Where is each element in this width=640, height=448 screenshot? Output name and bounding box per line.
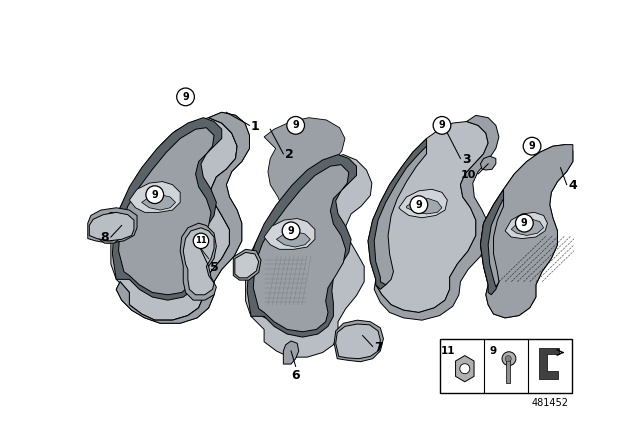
- Polygon shape: [336, 324, 380, 359]
- Circle shape: [515, 214, 533, 232]
- Polygon shape: [88, 208, 137, 243]
- FancyBboxPatch shape: [506, 359, 511, 383]
- Polygon shape: [481, 145, 573, 318]
- Text: 4: 4: [568, 179, 577, 192]
- Polygon shape: [505, 212, 547, 238]
- Text: 9: 9: [182, 92, 189, 102]
- Circle shape: [460, 364, 470, 374]
- Polygon shape: [116, 112, 250, 323]
- Polygon shape: [113, 118, 221, 300]
- Polygon shape: [141, 195, 175, 210]
- Text: 9: 9: [529, 141, 536, 151]
- Polygon shape: [129, 181, 180, 212]
- Text: 1: 1: [251, 120, 260, 133]
- Text: 11: 11: [440, 345, 455, 356]
- Circle shape: [502, 352, 516, 366]
- Circle shape: [146, 186, 164, 203]
- Polygon shape: [116, 112, 250, 323]
- Text: 5: 5: [210, 261, 219, 274]
- Polygon shape: [511, 219, 543, 236]
- Text: 6: 6: [291, 370, 300, 383]
- Text: 11: 11: [195, 237, 207, 246]
- Polygon shape: [180, 223, 216, 300]
- Text: 9: 9: [490, 345, 497, 356]
- Text: 8: 8: [100, 231, 109, 244]
- Polygon shape: [368, 121, 488, 313]
- Polygon shape: [456, 356, 474, 382]
- Circle shape: [505, 356, 511, 362]
- Circle shape: [193, 233, 209, 249]
- Circle shape: [433, 116, 451, 134]
- Text: 2: 2: [285, 148, 294, 161]
- Text: 3: 3: [462, 153, 470, 166]
- Polygon shape: [284, 341, 299, 364]
- Polygon shape: [540, 348, 559, 379]
- Polygon shape: [247, 155, 356, 337]
- Polygon shape: [90, 212, 134, 241]
- Text: 7: 7: [374, 340, 383, 353]
- Polygon shape: [234, 250, 261, 280]
- Polygon shape: [246, 155, 372, 357]
- Polygon shape: [481, 156, 496, 170]
- FancyBboxPatch shape: [440, 339, 572, 392]
- Polygon shape: [481, 189, 504, 295]
- Circle shape: [177, 88, 195, 106]
- Polygon shape: [368, 138, 427, 289]
- Text: 10: 10: [460, 170, 476, 180]
- Polygon shape: [399, 189, 447, 218]
- Circle shape: [282, 222, 300, 240]
- Polygon shape: [99, 212, 126, 243]
- Circle shape: [410, 196, 428, 214]
- Polygon shape: [481, 145, 573, 318]
- Text: 481452: 481452: [531, 398, 568, 408]
- Polygon shape: [118, 128, 214, 295]
- Polygon shape: [235, 252, 259, 278]
- Text: 9: 9: [521, 218, 528, 228]
- Polygon shape: [100, 215, 124, 241]
- Polygon shape: [334, 320, 383, 362]
- Polygon shape: [253, 165, 349, 332]
- Text: 9: 9: [152, 190, 158, 200]
- Text: 9: 9: [287, 226, 294, 236]
- Text: 9: 9: [415, 200, 422, 210]
- Text: 9: 9: [292, 121, 299, 130]
- Polygon shape: [183, 228, 214, 295]
- Polygon shape: [264, 219, 315, 250]
- Polygon shape: [276, 232, 310, 247]
- Polygon shape: [250, 118, 345, 318]
- Polygon shape: [111, 118, 237, 320]
- Polygon shape: [406, 198, 442, 214]
- Polygon shape: [488, 198, 504, 287]
- Circle shape: [523, 137, 541, 155]
- Polygon shape: [374, 146, 427, 285]
- Circle shape: [287, 116, 305, 134]
- Polygon shape: [374, 116, 499, 320]
- Text: 9: 9: [438, 121, 445, 130]
